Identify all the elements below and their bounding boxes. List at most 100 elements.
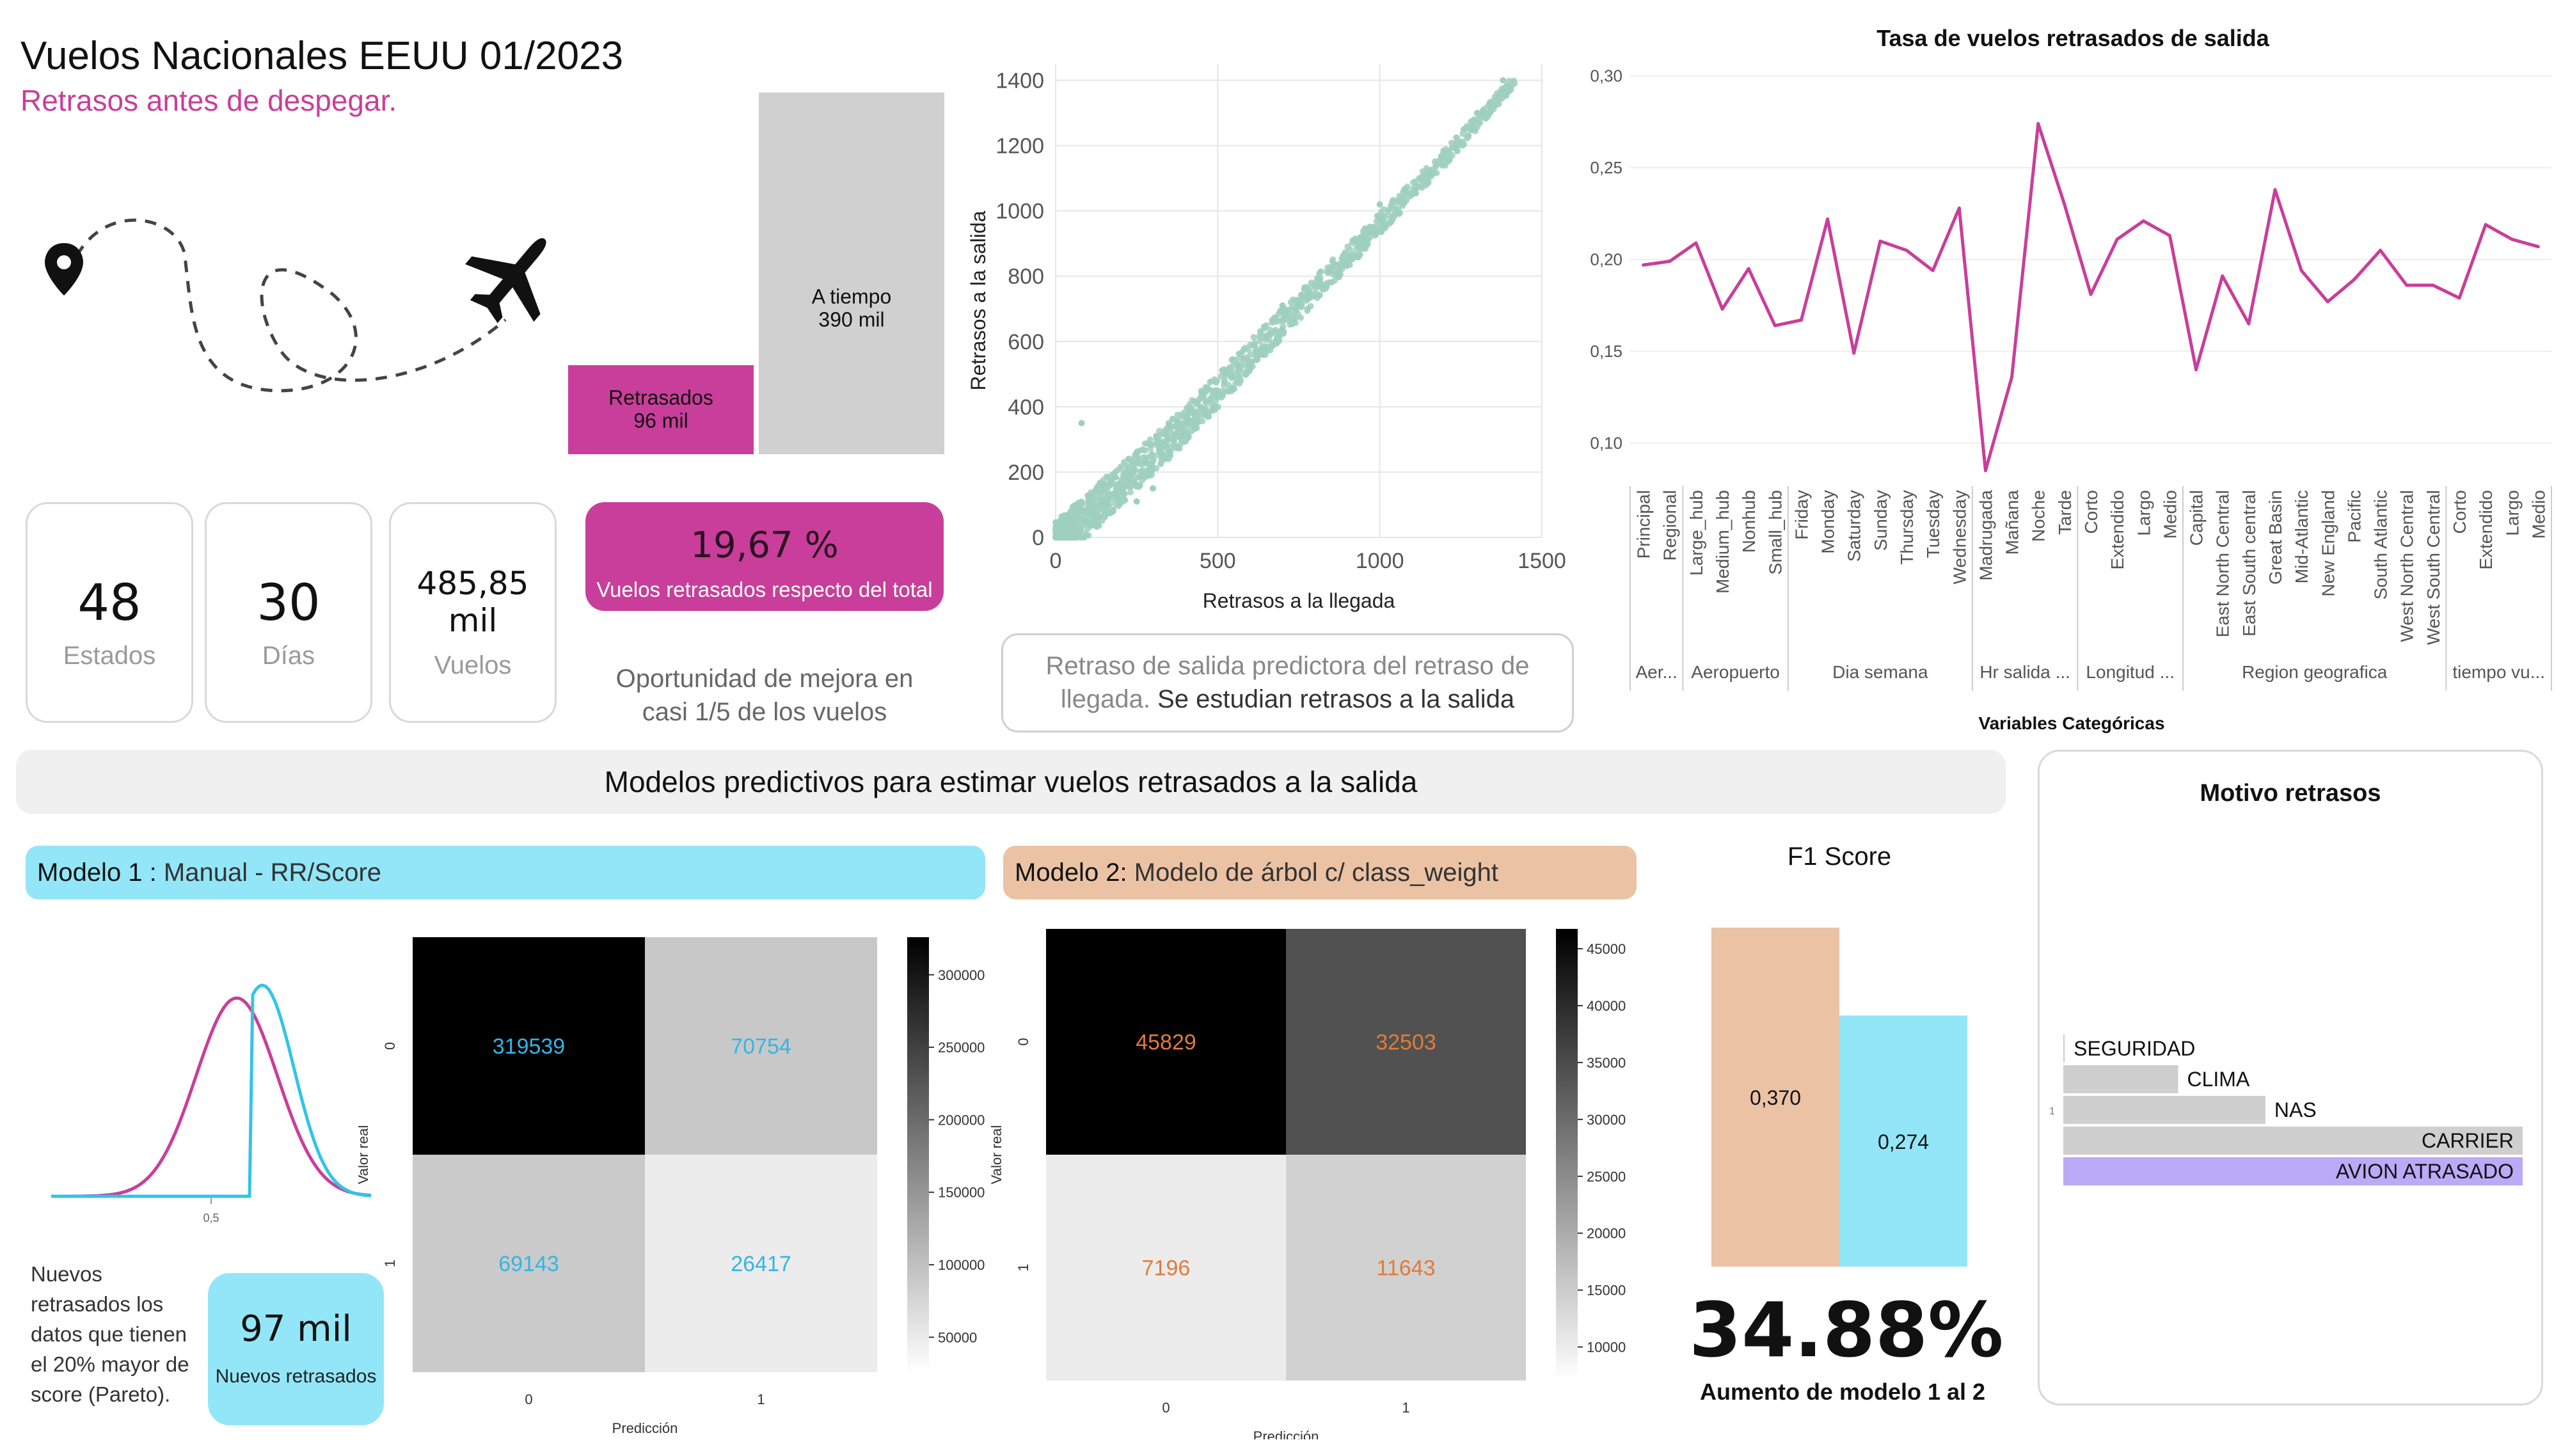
model1-prefix: Modelo 1 : [37, 859, 157, 887]
scatter-point [1067, 534, 1074, 541]
improvement-value: 34.88% [1689, 1286, 2004, 1374]
scatter-point [1112, 473, 1119, 480]
series-point [2063, 203, 2066, 207]
scatter-point [1317, 269, 1324, 276]
scatter-point [1127, 489, 1134, 496]
reason-bar [2063, 1034, 2065, 1063]
x-tick-label: Corto [2450, 490, 2470, 534]
delay-rate-line-chart: Tasa de vuelos retrasados de salida 0,10 0… [1590, 25, 2552, 733]
scatter-point [1279, 302, 1286, 309]
new-delayed-kpi: 97 mil Nuevos retrasados [208, 1273, 384, 1425]
y-tick-label: 0 [1015, 1038, 1031, 1045]
colorbar-tick-label: 20000 [1587, 1226, 1626, 1242]
model1-banner: Modelo 1 : Manual - RR/Score [26, 846, 985, 899]
scatter-point [1344, 243, 1351, 250]
scatter-point [1139, 477, 1146, 484]
series-point [1931, 269, 1935, 273]
scatter-point [1178, 434, 1186, 441]
bar-data-label: 0,274 [1878, 1130, 1929, 1153]
scatter-point [1457, 139, 1464, 146]
scatter-point [1450, 144, 1457, 151]
colorbar-tick-label: 15000 [1587, 1283, 1626, 1299]
chart-title: F1 Score [1788, 843, 1891, 871]
scatter-point [1069, 526, 1076, 533]
scatter-point [1199, 418, 1206, 425]
y-tick-label: 200 [1008, 461, 1044, 485]
f1-score-chart: F1 Score 0,370 0,274 [1711, 843, 1967, 1267]
cell-value-label: 319539 [493, 1034, 565, 1059]
scatter-point [1289, 296, 1296, 303]
scatter-point [1285, 317, 1292, 324]
scatter-point [1354, 242, 1361, 249]
bar-data-label: 390 mil [818, 308, 884, 331]
scatter-point [1116, 465, 1123, 472]
x-axis-label: Variables Categóricas [1978, 713, 2164, 733]
scatter-point [1077, 526, 1084, 533]
series-point [2273, 188, 2277, 192]
scatter-point [1272, 327, 1279, 334]
scatter-point [1269, 317, 1276, 324]
x-tick-label: 1 [1402, 1400, 1409, 1416]
scatter-point [1122, 468, 1129, 475]
scatter-point [1311, 280, 1318, 287]
colorbar-tick-label: 300000 [938, 967, 985, 983]
x-tick-label: Sunday [1871, 490, 1891, 551]
y-tick-label: 0,10 [1590, 434, 1622, 453]
scatter-point [1178, 425, 1186, 432]
scatter-point [1198, 392, 1205, 399]
colorbar-tick-label: 10000 [1587, 1340, 1626, 1356]
scatter-point [1511, 77, 1518, 84]
x-tick-label: West South Central [2423, 490, 2443, 645]
scatter-point [1362, 245, 1369, 252]
series-point [1720, 307, 1724, 311]
scatter-point [1440, 147, 1447, 154]
scatter-point [1245, 358, 1252, 365]
series-point [2299, 269, 2303, 273]
f1-bar [1711, 928, 1839, 1267]
scatter-point [1361, 225, 1368, 232]
scatter-point [1500, 77, 1507, 84]
group-label: Aer... [1635, 662, 1677, 682]
series-point [2036, 122, 2040, 125]
scatter-point [1253, 347, 1260, 354]
delay-rate-value: 19,67 % [690, 525, 839, 566]
x-tick-label: Noche [2029, 490, 2049, 542]
scatter-point [1097, 491, 1104, 498]
scatter-point [1202, 404, 1209, 411]
series-point [1957, 206, 1961, 210]
scatter-point [1221, 382, 1228, 389]
x-tick-label: Regional [1660, 490, 1680, 561]
airplane-icon [465, 238, 546, 324]
y-tick-label: 400 [1008, 395, 1044, 420]
kpi-value: 485,85 mil [416, 565, 529, 639]
kpi-card-states: 48 Estados [26, 502, 193, 723]
scatter-point [1233, 356, 1240, 363]
colorbar [1556, 929, 1578, 1381]
x-axis-label: Retrasos a la llegada [1203, 589, 1395, 612]
f1-bar [1839, 1015, 1967, 1267]
colorbar-tick-label: 45000 [1587, 941, 1626, 957]
scatter-point [1280, 330, 1287, 337]
reason-bar [2063, 1065, 2178, 1093]
x-tick-label: Tarde [2055, 490, 2075, 535]
group-label: tiempo vu... [2452, 662, 2545, 682]
heatmap-cell [1046, 929, 1286, 1155]
scatter-point [1218, 372, 1225, 379]
x-tick-label: Corto [2081, 490, 2101, 534]
scatter-point [1167, 452, 1174, 459]
scatter-point [1212, 379, 1219, 386]
scatter-point [1116, 501, 1123, 508]
scatter-point [1228, 386, 1235, 393]
scatter-point [1339, 265, 1346, 272]
scatter-point [1138, 447, 1145, 454]
series-point [1773, 324, 1777, 328]
x-tick-label: 500 [1200, 549, 1236, 573]
group-label: Dia semana [1832, 662, 1928, 682]
scatter-point [1376, 201, 1383, 208]
scatter-point [1395, 207, 1402, 214]
scatter-point [1223, 370, 1230, 377]
kpi-value: 30 [257, 574, 321, 632]
scatter-point [1349, 240, 1356, 247]
scatter-point [1121, 491, 1128, 498]
x-tick-label: New England [2318, 490, 2338, 597]
